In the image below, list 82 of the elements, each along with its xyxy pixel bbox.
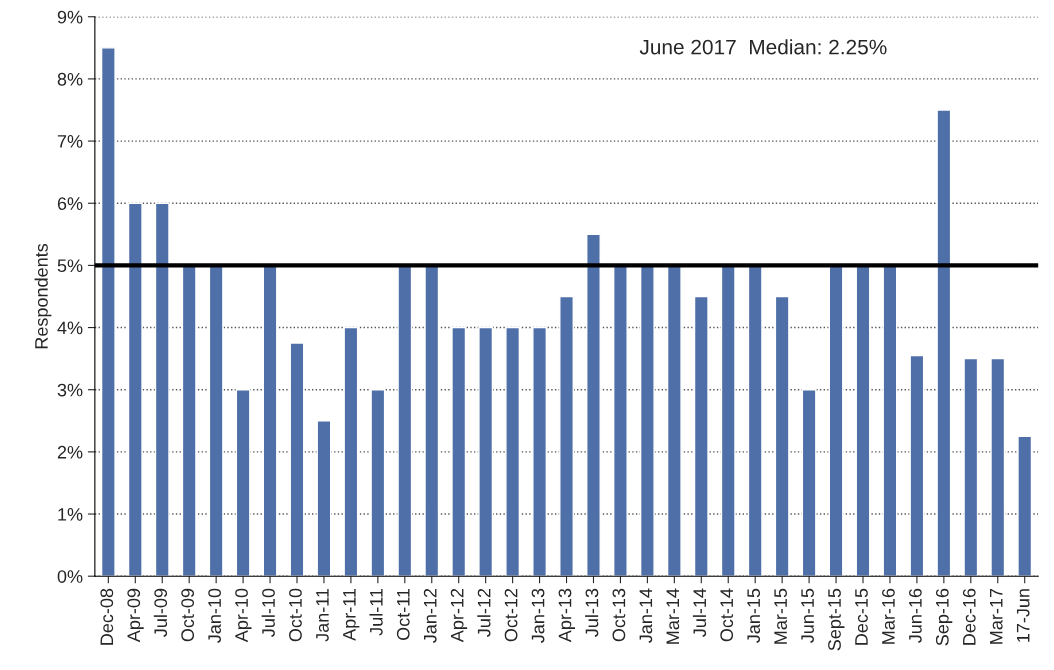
bar (316, 420, 332, 577)
bar (505, 326, 521, 577)
x-tick-label: Jun-16 (908, 588, 922, 643)
x-tick-label: Jan-13 (531, 588, 545, 643)
bar (747, 264, 763, 577)
bar (693, 295, 709, 577)
bar (666, 264, 682, 577)
bar (424, 264, 440, 577)
x-tick-label: Sep-16 (935, 588, 953, 646)
x-tick-label: Jun-15 (801, 588, 814, 643)
x-tick-label: Oct-14 (720, 588, 734, 642)
y-tick-label: 3% (57, 383, 83, 397)
bar (343, 326, 359, 577)
bar (262, 264, 278, 577)
x-tick-label: Oct-13 (612, 588, 626, 642)
bar (963, 357, 979, 577)
y-tick-label: 4% (57, 321, 83, 335)
bar (612, 264, 628, 577)
bar (720, 264, 736, 577)
x-tick-label: Jan-14 (639, 588, 653, 643)
bar (1017, 435, 1033, 577)
x-tick-label: Jan-10 (208, 588, 221, 643)
x-tick-label: Mar-16 (882, 588, 895, 644)
x-tick-label: Apr-10 (235, 588, 252, 643)
bar (100, 47, 116, 577)
x-tick-label: Oct-09 (181, 588, 195, 642)
y-axis-title: Respondents (34, 243, 52, 349)
bar (181, 264, 197, 577)
x-tick-label: Jan-12 (423, 588, 437, 643)
y-tick-label: 6% (57, 197, 83, 210)
bar (532, 326, 548, 577)
bar (478, 326, 494, 577)
x-tick-label: Jan-11 (316, 588, 329, 642)
x-tick-label: Oct-10 (289, 588, 302, 642)
bar (154, 202, 170, 577)
bar (639, 264, 655, 577)
x-tick-label: Sept-15 (828, 588, 845, 651)
x-tick-label: Oct-12 (504, 588, 518, 642)
bar (828, 264, 844, 577)
x-tick-label: Apr-13 (558, 588, 575, 643)
y-tick-label: 5% (57, 259, 83, 273)
bar (208, 264, 224, 577)
bar (559, 295, 574, 577)
bar (370, 389, 386, 577)
bar (235, 389, 251, 577)
x-tick-label: Apr-11 (343, 588, 360, 641)
x-tick-label: 17-Jun (1016, 589, 1030, 642)
bar (882, 264, 898, 577)
bar (774, 295, 790, 577)
y-tick-label: 7% (57, 135, 83, 148)
bar (289, 342, 305, 577)
x-tick-label: Mar-14 (666, 588, 680, 644)
y-tick-label: 9% (57, 10, 83, 24)
bar (936, 109, 952, 577)
bar (801, 389, 817, 577)
x-tick-label: Mar-17 (990, 588, 1003, 644)
bar (127, 202, 143, 577)
x-tick-label: Dec-08 (100, 588, 114, 645)
bar (451, 326, 467, 577)
bar (586, 233, 601, 577)
y-tick-label: 1% (58, 508, 83, 521)
x-tick-label: Jan-15 (747, 588, 761, 643)
x-tick-label: Oct-11 (396, 588, 410, 640)
bar (397, 264, 413, 577)
x-tick-label: Apr-12 (450, 588, 468, 643)
x-tick-label: Jul-09 (153, 588, 168, 637)
x-tick-label: Jul-10 (261, 588, 275, 637)
x-tick-label: Apr-09 (127, 588, 144, 643)
x-tick-label: Dec-16 (962, 588, 976, 645)
x-tick-label: Dec-15 (855, 588, 868, 645)
annotation: June 2017 Median: 2.25% (639, 39, 887, 55)
bar (855, 264, 871, 577)
bar (990, 357, 1006, 577)
y-tick-label: 0% (57, 570, 83, 583)
x-tick-label: Jul-12 (477, 588, 491, 637)
x-tick-label: Jul-14 (692, 588, 707, 637)
x-tick-label: Jul-13 (585, 588, 599, 637)
x-tick-label: Jul-11 (369, 588, 383, 636)
y-tick-label: 8% (57, 72, 83, 86)
y-tick-label: 2% (57, 445, 83, 459)
bar (909, 354, 925, 577)
x-tick-label: Mar-15 (774, 588, 787, 644)
